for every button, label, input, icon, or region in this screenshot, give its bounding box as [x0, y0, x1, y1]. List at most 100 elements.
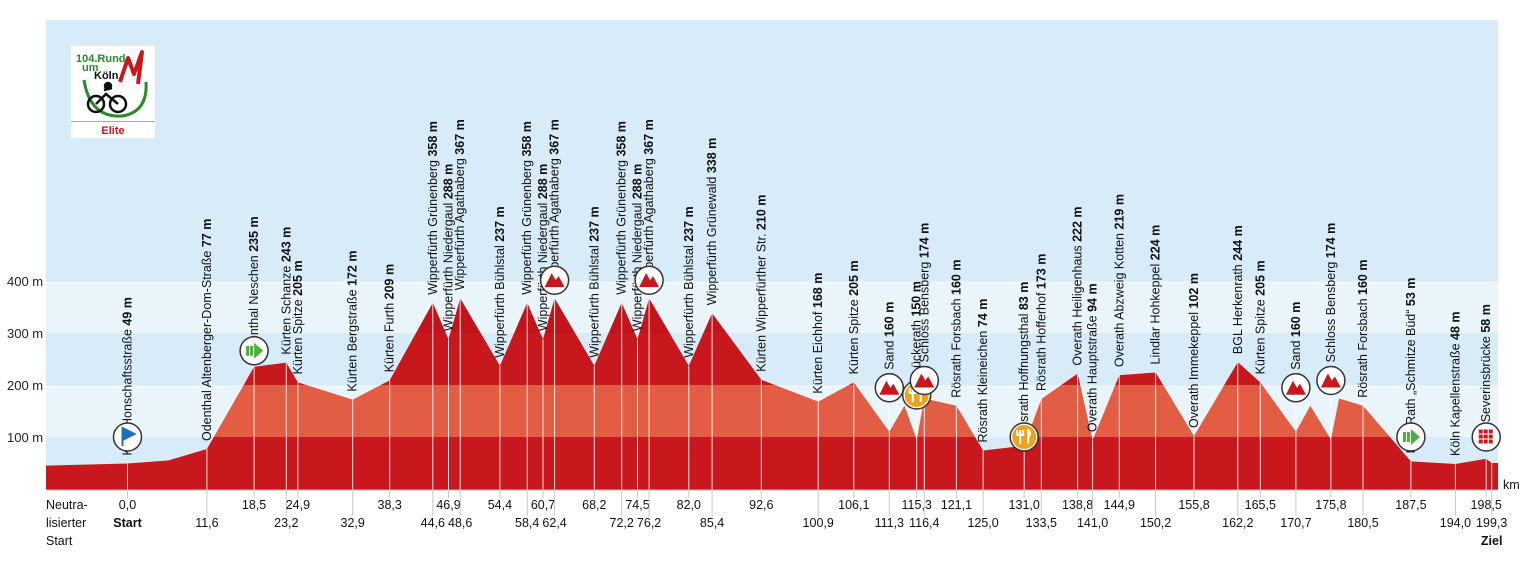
location-altitude: 358 m — [520, 121, 534, 156]
km-label: 125,0 — [967, 516, 998, 530]
location-label: BGL Herkenrath 244 m — [1231, 225, 1245, 354]
location-label: Wipperfürth Agathaberg 367 m — [453, 119, 467, 290]
location-name: BGL Schloss Bensberg — [1324, 258, 1338, 390]
km-label: 111,3 — [875, 516, 904, 530]
location-label: Kürten Spitze 205 m — [291, 260, 305, 374]
feed-icon — [1009, 422, 1039, 452]
location-altitude: 58 m — [1479, 304, 1493, 333]
location-label: Köln Severinsbrücke 58 m — [1479, 304, 1493, 451]
location-altitude: 83 m — [1017, 282, 1031, 311]
km-label: 150,2 — [1140, 516, 1171, 530]
location-label: Rösrath Forsbach 160 m — [1356, 260, 1370, 398]
location-altitude: 224 m — [1149, 225, 1163, 260]
km-label: 106,1 — [838, 498, 869, 512]
location-label: BGL Schloss Bensberg 174 m — [1324, 223, 1338, 391]
km-label: 54,4 — [488, 498, 512, 512]
km-label: 133,5 — [1026, 516, 1057, 530]
location-name: Overath Abzweig Kotten — [1112, 230, 1126, 368]
location-altitude: 205 m — [1253, 260, 1267, 295]
location-label: Wipperfürth Grünenberg 358 m — [615, 121, 629, 295]
x-axis-ticks: 0,0 Start 11,6 18,5 23,2 24,9 32,9 38,3 44,6 46,9… — [113, 490, 1507, 548]
km-label: 162,2 — [1222, 516, 1253, 530]
km-label: 144,9 — [1104, 498, 1135, 512]
location-name: BGL Schloss Bensberg — [917, 258, 931, 390]
km-label: 138,8 — [1062, 498, 1093, 512]
side-label-line3: Start — [46, 534, 73, 548]
km-label: 115,3 — [902, 498, 932, 512]
location-name: Kürten Schanze — [279, 262, 293, 354]
location-name: Wipperfürth Bühlstal — [493, 242, 507, 358]
location-altitude: 288 m — [536, 164, 550, 199]
location-label: Kürten Spitze 205 m — [847, 260, 861, 374]
km-label: 18,5 — [242, 498, 266, 512]
location-altitude: 358 m — [426, 121, 440, 156]
location-altitude: 222 m — [1071, 206, 1085, 241]
profile-band-100-200 — [46, 385, 1498, 437]
km-label: 131,0 — [1009, 498, 1040, 512]
location-altitude: 367 m — [453, 119, 467, 154]
km-label: 23,2 — [274, 516, 298, 530]
location-name: Wipperfürth Niedergaul — [536, 199, 550, 331]
arrow-icon — [239, 336, 269, 366]
location-label: Kürten Wipperfürther Str. 210 m — [754, 195, 768, 372]
start-label: Start — [113, 516, 142, 530]
km-label: 44,6 — [421, 516, 445, 530]
climb-icon — [1316, 365, 1346, 396]
location-altitude: 48 m — [1448, 311, 1462, 340]
location-label: Wipperfürth Niedergaul 288 m — [631, 164, 645, 331]
km-label: 0,0 — [119, 498, 136, 512]
location-label: Wipperfürth Bühlstal 237 m — [587, 206, 601, 357]
location-name: Wipperfürth Agathaberg — [642, 155, 656, 291]
location-name: Kürten Wipperfürther Str. — [754, 230, 768, 372]
km-label: 85,4 — [700, 516, 724, 530]
location-name: Odenthal Altenberger-Dom-Straße — [200, 247, 214, 441]
km-label: 199,3 — [1476, 516, 1507, 530]
km-label: 194,0 — [1440, 516, 1471, 530]
location-name: Wipperfürth Niedergaul — [631, 199, 645, 331]
location-altitude: 235 m — [247, 216, 261, 251]
location-label: Kürten Eichhof 168 m — [811, 273, 825, 394]
location-altitude: 338 m — [705, 138, 719, 173]
finish-icon — [1471, 422, 1501, 452]
location-name: Wipperfürth Bühlstal — [587, 242, 601, 358]
race-logo: 104.Rund um Köln Elite — [71, 46, 155, 138]
climb-icon — [874, 373, 905, 403]
grid-band-300-400 — [46, 281, 1498, 333]
location-label: Overath Heiligenhaus 222 m — [1071, 206, 1085, 365]
logo-category: Elite — [101, 125, 124, 137]
location-label: Overath Hauptstraße 94 m — [1086, 283, 1100, 432]
km-label: 68,2 — [582, 498, 606, 512]
location-name: Köln Rath „Schmitze Büd“ — [1404, 306, 1418, 453]
km-label: 121,1 — [941, 498, 972, 512]
location-label: Wipperfürth Agathaberg 367 m — [548, 119, 562, 290]
location-label: Wipperfürth Niedergaul 288 m — [536, 164, 550, 331]
route-icons — [112, 265, 1501, 452]
location-label: Kürten Bergstraße 172 m — [346, 251, 360, 392]
location-label: Wipperfürth Bühlstal 237 m — [493, 206, 507, 357]
location-name: BGL Herkenrath — [1231, 261, 1245, 354]
location-name: Wipperfürth Grünewald — [705, 173, 719, 305]
location-altitude: 210 m — [754, 195, 768, 230]
location-altitude: 168 m — [811, 273, 825, 308]
x-axis-unit: km — [1503, 478, 1520, 492]
location-label: Overath Immekeppel 102 m — [1187, 273, 1201, 428]
location-name: Kürten Spitze — [1253, 296, 1267, 375]
marker-lines — [127, 298, 1493, 490]
location-name: Kürten Eichhof — [811, 308, 825, 393]
location-name: Rösrath Hoffnungsthal — [1017, 310, 1031, 438]
km-label: 11,6 — [195, 516, 218, 530]
location-label: Köln Rath „Schmitze Büd“ 53 m — [1404, 278, 1418, 454]
km-label: 175,8 — [1315, 498, 1346, 512]
logo-line1: 104.Rund — [76, 53, 126, 65]
location-name: Wipperfürth Grünenberg — [615, 157, 629, 295]
km-label: 116,4 — [909, 516, 939, 530]
logo-line2: um — [82, 62, 99, 74]
km-label: 187,5 — [1395, 498, 1426, 512]
km-label: 32,9 — [341, 516, 365, 530]
side-label-line1: Neutra- — [46, 498, 88, 512]
y-axis-labels: 100 m 200 m 300 m 400 m — [7, 274, 43, 445]
location-altitude: 160 m — [1289, 302, 1303, 337]
logo-m-mark — [118, 50, 144, 85]
km-label: 76,2 — [637, 516, 661, 530]
location-name: Köln Kapellenstraße — [1448, 340, 1462, 456]
